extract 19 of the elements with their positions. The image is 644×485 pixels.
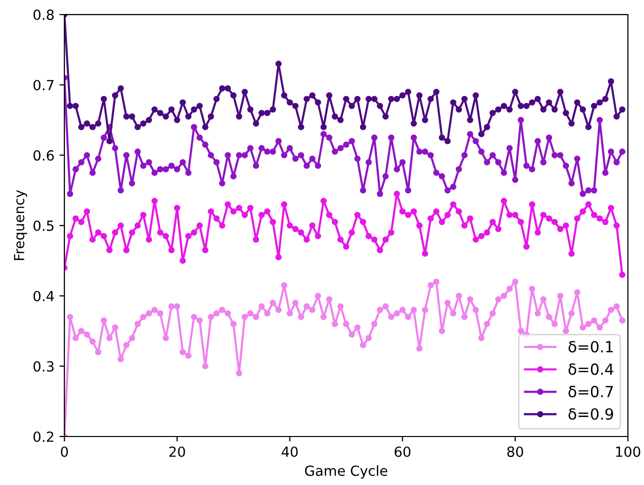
y-tick-label: 0.5 bbox=[34, 220, 54, 231]
x-tick-label: 40 bbox=[282, 446, 298, 457]
y-tick-label: 0.6 bbox=[34, 150, 54, 161]
legend-label: δ=0.9 bbox=[568, 408, 614, 420]
x-tick-label: 100 bbox=[616, 446, 640, 457]
y-axis-title: Frequency bbox=[14, 190, 28, 260]
x-axis-title: Game Cycle bbox=[305, 465, 388, 479]
y-tick-label: 0.2 bbox=[34, 431, 54, 442]
y-tick-label: 0.3 bbox=[34, 361, 54, 372]
y-tick-label: 0.4 bbox=[34, 290, 54, 302]
legend-label: δ=0.7 bbox=[568, 386, 613, 398]
legend-label: δ=0.1 bbox=[568, 340, 613, 353]
y-tick-label: 0.7 bbox=[34, 80, 54, 90]
legend-label: δ=0.4 bbox=[568, 363, 614, 375]
x-tick-label: 20 bbox=[169, 446, 186, 457]
x-tick-label: 0 bbox=[60, 446, 68, 457]
x-tick-label: 80 bbox=[507, 446, 524, 457]
y-tick-label: 0.8 bbox=[34, 10, 54, 20]
x-tick-label: 60 bbox=[394, 446, 410, 457]
